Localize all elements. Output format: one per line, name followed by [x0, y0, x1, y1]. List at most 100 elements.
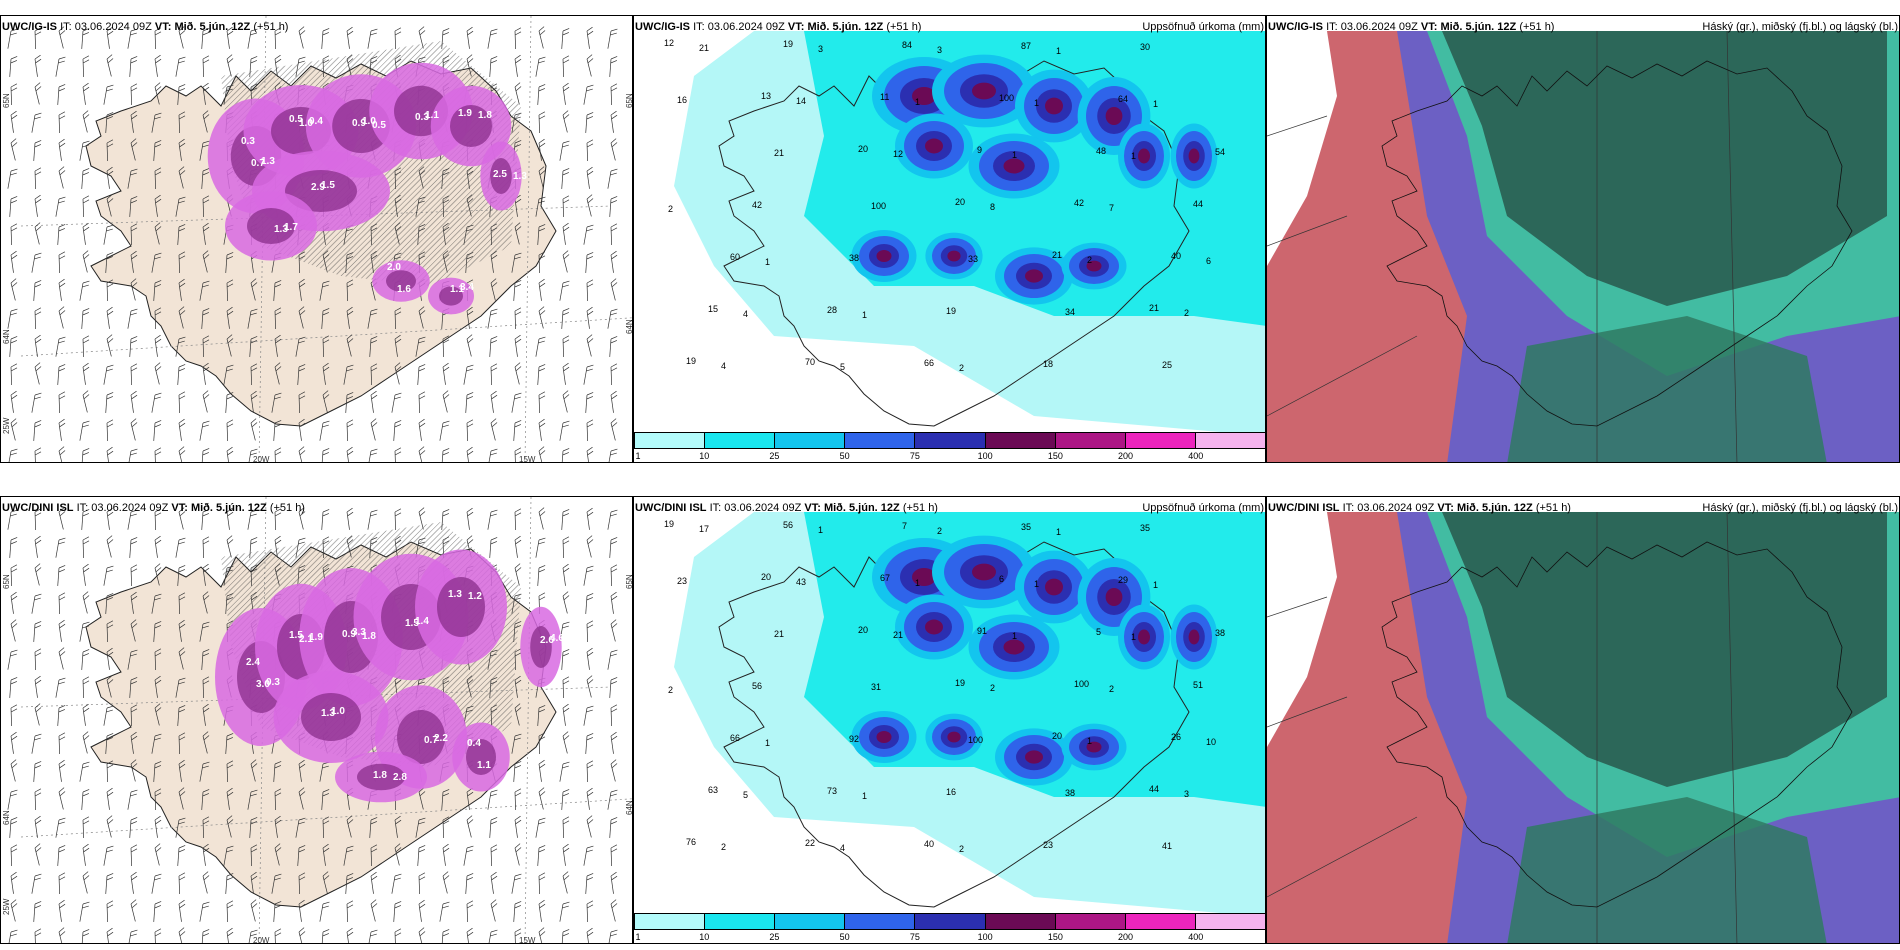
wind-barb — [393, 420, 402, 441]
wind-barb — [586, 787, 594, 810]
wind-barb — [394, 843, 402, 866]
wind-barb — [442, 676, 450, 699]
wind-barb — [418, 732, 426, 755]
precip-area — [916, 612, 952, 642]
wind-barb — [559, 901, 570, 922]
high-cloud-edge — [1427, 512, 1899, 857]
wind-barb — [394, 535, 402, 558]
legend-tick: 25 — [769, 451, 780, 461]
snow-depth-value: 1.5 — [289, 630, 303, 641]
wind-barb — [345, 593, 354, 614]
wind-barb — [514, 703, 522, 726]
wind-barb — [33, 140, 42, 161]
wind-barb — [463, 845, 474, 866]
legend-swatch — [1125, 914, 1196, 929]
wind-barb — [250, 278, 258, 301]
wind-barb — [226, 760, 234, 783]
wind-barb — [466, 620, 474, 643]
legend-swatch — [705, 433, 776, 448]
wind-barb — [226, 334, 234, 357]
wind-barb — [418, 759, 426, 782]
wind-barb — [55, 196, 66, 217]
precip-value: 1 — [1034, 98, 1039, 108]
wind-barb — [178, 418, 186, 441]
wind-barb — [127, 789, 138, 810]
wind-barb — [490, 564, 498, 587]
wind-barb — [487, 789, 498, 810]
precip-area — [1105, 107, 1123, 125]
wind-barb — [369, 677, 378, 698]
legend-tick: 200 — [1118, 932, 1134, 942]
precip-value: 10 — [1206, 737, 1216, 747]
snow-depth-value: 1.1 — [477, 760, 491, 771]
wind-barb — [271, 593, 282, 614]
wind-barb — [295, 817, 306, 838]
wind-barb — [34, 788, 42, 811]
wind-barb — [298, 26, 306, 49]
wind-barb — [537, 845, 546, 866]
wind-barb — [178, 872, 186, 895]
wind-barb — [321, 28, 330, 49]
wind-barb — [559, 621, 570, 642]
wind-barb — [345, 873, 354, 894]
precip-value: 16 — [946, 787, 956, 797]
wind-barb — [298, 306, 306, 329]
wind-barb — [151, 733, 162, 754]
cloud-bg — [1267, 497, 1899, 943]
wind-barb — [367, 28, 378, 49]
wind-barb — [274, 307, 282, 330]
wind-barb — [583, 84, 594, 105]
wind-barb — [367, 308, 378, 329]
wind-barb — [201, 28, 210, 49]
snow-area-core — [247, 208, 295, 244]
wind-barb — [103, 705, 114, 726]
wind-barb — [585, 733, 594, 754]
wind-barb — [178, 26, 186, 49]
precip-value: 26 — [1171, 732, 1181, 742]
wind-barb — [538, 446, 546, 462]
precip-value: 48 — [1096, 146, 1106, 156]
wind-barb — [538, 787, 546, 810]
snow-depth-value: 1.2 — [468, 591, 482, 602]
wind-barb — [7, 28, 18, 49]
precip-value: 13 — [761, 91, 771, 101]
wind-barb — [514, 82, 522, 105]
precip-area — [972, 82, 996, 100]
legend-tick: 200 — [1118, 451, 1134, 461]
snow-depth-value: 0.5 — [289, 114, 303, 125]
snow-depth-value: 2.0 — [387, 262, 401, 273]
snow-area-core — [357, 763, 405, 791]
snow-area-core — [397, 710, 445, 764]
snow-area-core — [277, 614, 325, 680]
precip-value: 1 — [1034, 579, 1039, 589]
wind-barb — [202, 703, 210, 726]
precip-value: 1 — [765, 738, 770, 748]
precip-area — [1015, 550, 1093, 624]
wind-barb — [178, 899, 186, 922]
wind-barb — [271, 873, 282, 894]
wind-barb — [511, 873, 522, 894]
wind-barb — [154, 82, 162, 105]
wind-barb — [489, 537, 498, 558]
wind-barb — [82, 335, 90, 358]
wind-barb — [442, 362, 450, 385]
wind-barb — [442, 843, 450, 866]
wind-barb — [442, 731, 450, 754]
wind-barb — [514, 648, 522, 671]
legend-swatch — [635, 914, 706, 929]
wind-barb — [585, 873, 594, 894]
wind-barb — [490, 899, 498, 922]
wind-barb — [226, 306, 234, 329]
wind-barb — [585, 593, 594, 614]
wind-barb — [442, 536, 450, 559]
wind-barb — [346, 26, 354, 49]
precip-value: 1 — [1131, 632, 1136, 642]
wind-barb — [442, 563, 450, 586]
wind-barb — [226, 815, 234, 838]
wind-barb — [106, 139, 114, 162]
wind-barb — [322, 731, 330, 754]
wind-barb — [369, 336, 378, 357]
wind-barb — [127, 448, 138, 462]
precip-area — [932, 719, 976, 755]
wind-barb — [153, 280, 162, 301]
